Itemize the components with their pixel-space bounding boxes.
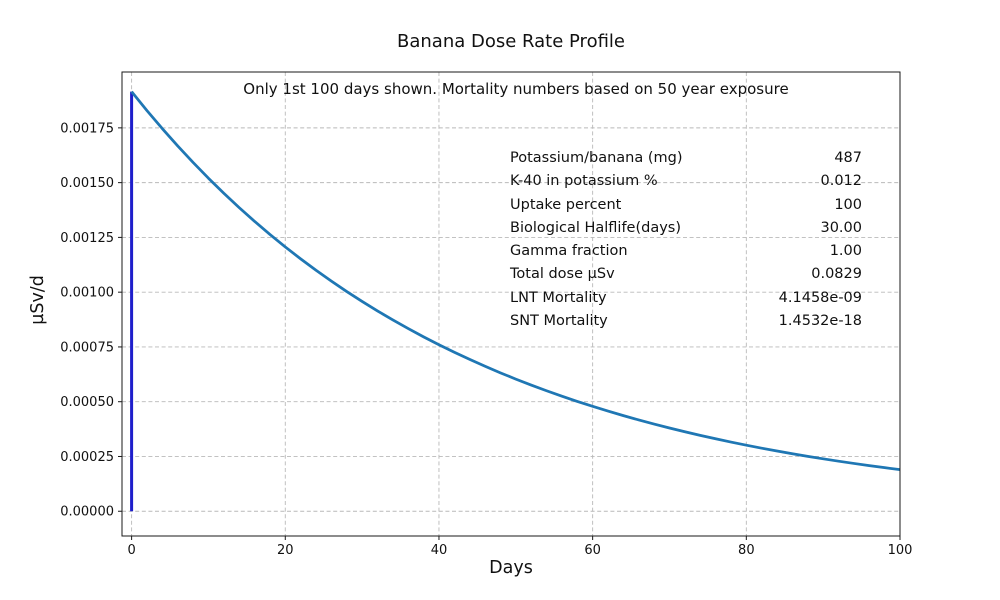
x-tick-label: 40 bbox=[431, 543, 448, 558]
y-axis-label: µSv/d bbox=[28, 275, 48, 325]
tick-marks bbox=[118, 127, 901, 540]
y-tick-label: 0.00000 bbox=[60, 505, 114, 520]
table-row-label: Gamma fraction bbox=[510, 243, 628, 260]
table-row-label: K-40 in potassium % bbox=[510, 173, 658, 190]
y-tick-label: 0.00100 bbox=[60, 286, 114, 301]
table-row: SNT Mortality 1.4532e-18 bbox=[510, 310, 862, 333]
stats-table: Potassium/banana (mg) 487 K-40 in potass… bbox=[510, 147, 862, 333]
y-tick-label: 0.00175 bbox=[60, 121, 114, 136]
table-row-label: Biological Halflife(days) bbox=[510, 219, 682, 236]
table-row-value: 100 bbox=[834, 196, 862, 213]
table-row: Potassium/banana (mg) 487 bbox=[510, 147, 862, 170]
table-row-label: Total dose µSv bbox=[510, 266, 615, 283]
table-row: K-40 in potassium % 0.012 bbox=[510, 170, 862, 193]
table-row-value: 1.4532e-18 bbox=[778, 313, 862, 330]
series-dose-rate-decay bbox=[130, 90, 901, 472]
table-row: Biological Halflife(days) 30.00 bbox=[510, 217, 862, 240]
gridlines bbox=[122, 72, 901, 536]
x-tick-label: 100 bbox=[888, 543, 913, 558]
x-axis-label: Days bbox=[489, 558, 533, 578]
table-row-value: 4.1458e-09 bbox=[778, 289, 862, 306]
table-row-value: 1.00 bbox=[829, 243, 862, 260]
table-row: Gamma fraction 1.00 bbox=[510, 240, 862, 263]
table-row: Total dose µSv 0.0829 bbox=[510, 263, 862, 286]
x-tick-label: 60 bbox=[584, 543, 601, 558]
plot-border bbox=[121, 71, 901, 537]
y-tick-label: 0.00075 bbox=[60, 340, 114, 355]
table-row-value: 0.012 bbox=[820, 173, 862, 190]
y-tick-label: 0.00050 bbox=[60, 395, 114, 410]
y-tick-label: 0.00125 bbox=[60, 231, 114, 246]
table-row-label: Uptake percent bbox=[510, 196, 622, 213]
x-tick-label: 20 bbox=[277, 543, 294, 558]
chart-annotation: Only 1st 100 days shown. Mortality numbe… bbox=[243, 80, 789, 98]
table-row: LNT Mortality 4.1458e-09 bbox=[510, 287, 862, 310]
y-tick-label: 0.00025 bbox=[60, 450, 114, 465]
table-row-label: Potassium/banana (mg) bbox=[510, 150, 683, 166]
table-row-value: 487 bbox=[834, 150, 862, 166]
table-row-label: SNT Mortality bbox=[510, 313, 608, 330]
table-row: Uptake percent 100 bbox=[510, 194, 862, 217]
chart-title: Banana Dose Rate Profile bbox=[397, 31, 625, 52]
x-tick-label: 0 bbox=[127, 543, 135, 558]
table-row-value: 0.0829 bbox=[811, 266, 862, 283]
y-tick-label: 0.00150 bbox=[60, 176, 114, 191]
table-row-label: LNT Mortality bbox=[510, 289, 607, 306]
x-tick-label: 80 bbox=[738, 543, 755, 558]
table-row-value: 30.00 bbox=[820, 219, 862, 236]
